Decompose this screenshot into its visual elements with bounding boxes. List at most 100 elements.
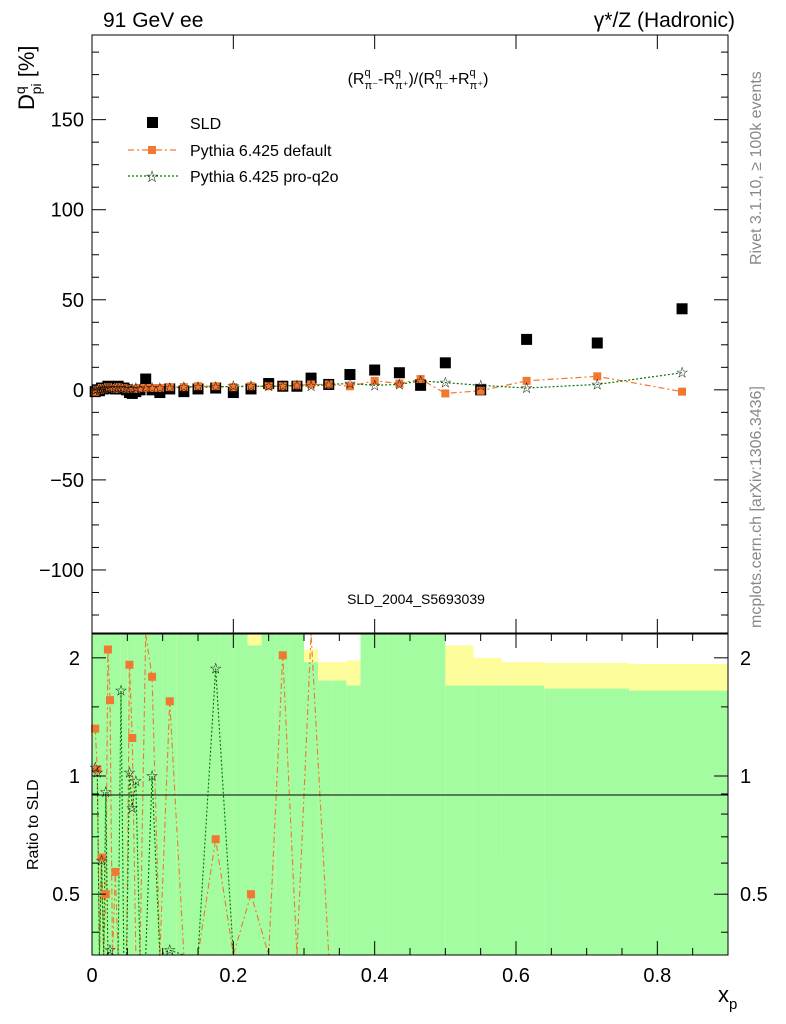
main-y-tick-label: 100 xyxy=(51,200,84,222)
header-left: 91 GeV ee xyxy=(103,9,203,32)
ratio-y-tick-label: 0.5 xyxy=(740,884,768,906)
ratio-default-point xyxy=(125,660,134,669)
proq2o-point: ☆ xyxy=(304,378,317,395)
x-tick-label: 0.2 xyxy=(219,965,247,987)
ratio-proq2o-point: ☆ xyxy=(114,683,127,700)
default-point xyxy=(292,381,301,390)
sld-point xyxy=(154,387,166,399)
ratio-proq2o-point: ☆ xyxy=(123,765,136,782)
proq2o-point: ☆ xyxy=(123,381,136,398)
proq2o-point: ☆ xyxy=(139,380,152,397)
ratio-band-inner xyxy=(501,685,545,955)
main-y-tick-label: 50 xyxy=(62,290,84,312)
legend-sld: SLD xyxy=(190,116,221,133)
watermark: SLD_2004_S5693039 xyxy=(347,591,485,607)
proq2o-point: ☆ xyxy=(675,365,688,382)
sld-point xyxy=(344,369,356,381)
proq2o-point: ☆ xyxy=(133,381,146,398)
default-point xyxy=(179,383,188,392)
default-point xyxy=(593,372,602,381)
main-y-tick-label: −50 xyxy=(50,470,84,492)
main-y-ticks: −100 −50 0 50 100 150 xyxy=(39,35,728,633)
default-point xyxy=(155,384,164,393)
main-y-tick-label: 0 xyxy=(73,380,84,402)
ratio-default-point xyxy=(211,835,220,844)
proq2o-point: ☆ xyxy=(290,377,303,394)
main-title: (Rq π⁻-Rq π⁺)/(Rq π⁻+Rq π⁺) xyxy=(348,67,489,92)
default-point xyxy=(678,387,687,396)
proq2o-point: ☆ xyxy=(276,378,289,395)
x-tick-label: 0 xyxy=(86,965,97,987)
default-point xyxy=(307,380,316,389)
proq2o-point: ☆ xyxy=(120,380,133,397)
ratio-band-inner xyxy=(629,690,728,955)
sld-point xyxy=(415,379,427,391)
proq2o-point: ☆ xyxy=(153,380,166,397)
main-y-tick-label: −100 xyxy=(39,560,84,582)
default-point xyxy=(211,382,220,391)
proq2o-point: ☆ xyxy=(106,381,119,398)
default-point xyxy=(229,383,238,392)
ratio-y-tick-label: 0.5 xyxy=(52,884,80,906)
rivet-label: Rivet 3.1.10, ≥ 100k events xyxy=(748,71,765,265)
main-marks: ☆☆☆☆☆☆☆☆☆☆☆☆☆☆☆☆☆☆☆☆☆☆ ☆ ☆ ☆ ☆ ☆ ☆ ☆ ☆ ☆ ☆ ☆ ☆ ☆ ☆ ☆ ☆ ☆ ☆… xyxy=(88,303,689,399)
header-right: γ*/Z (Hadronic) xyxy=(594,9,735,32)
ratio-band-inner xyxy=(473,685,502,955)
x-tick-label: 0.8 xyxy=(643,965,671,987)
ratio-proq2o-point: ☆ xyxy=(209,660,222,677)
sld-point xyxy=(676,303,688,315)
sld-point xyxy=(305,372,317,384)
default-point xyxy=(148,384,157,393)
proq2o-point: ☆ xyxy=(109,380,122,397)
proq2o-point: ☆ xyxy=(117,381,130,398)
proq2o-point: ☆ xyxy=(520,380,533,397)
ratio-default-point xyxy=(111,867,120,876)
default-point xyxy=(136,384,145,393)
default-point xyxy=(131,384,140,393)
sld-point xyxy=(393,367,405,379)
sld-point xyxy=(439,357,451,369)
x-axis-label: xp xyxy=(718,982,737,1013)
ratio-band-inner xyxy=(445,685,474,955)
ratio-default-point xyxy=(278,651,287,660)
legend-proq2o-marker: ☆ xyxy=(145,169,159,186)
ratio-band-inner xyxy=(332,680,347,955)
legend-default-marker xyxy=(148,146,156,154)
proq2o-point: ☆ xyxy=(111,380,124,397)
proq2o-line xyxy=(94,372,683,391)
x-tick-label: 0.6 xyxy=(502,965,530,987)
proq2o-point: ☆ xyxy=(209,379,222,396)
sld-point xyxy=(140,373,152,385)
source-label: mcplots.cern.ch [arXiv:1306.3436] xyxy=(748,386,765,628)
proq2o-point: ☆ xyxy=(129,380,142,397)
ratio-plot: ☆☆☆☆☆☆☆☆☆ ☆☆☆ 0.5 0.5 1 1 2 2 0 0.2 0.4 0.6 0.8 Ra… xyxy=(25,633,768,1013)
default-point xyxy=(141,384,150,393)
default-point xyxy=(416,375,425,384)
ratio-proq2o-point: ☆ xyxy=(91,765,104,782)
main-y-label: Dqpi [%] xyxy=(12,46,44,111)
proq2o-point: ☆ xyxy=(393,376,406,393)
default-point xyxy=(278,382,287,391)
default-point xyxy=(370,376,379,385)
ratio-proq2o-point: ☆ xyxy=(103,942,116,959)
sld-point xyxy=(227,387,239,399)
default-point xyxy=(264,382,273,391)
legend-proq2o: Pythia 6.425 pro-q2o xyxy=(190,169,339,186)
ratio-proq2o-point: ☆ xyxy=(163,942,176,959)
main-plot: ☆☆☆☆☆☆☆☆☆☆☆☆☆☆☆☆☆☆☆☆☆☆ ☆ ☆ ☆ ☆ ☆ ☆ ☆ ☆ ☆ ☆ ☆ ☆ ☆ ☆ ☆ ☆ ☆ ☆… xyxy=(12,34,729,634)
proq2o-point: ☆ xyxy=(322,376,335,393)
default-point xyxy=(324,380,333,389)
ratio-band-inner xyxy=(346,685,361,955)
default-point xyxy=(395,379,404,388)
proq2o-point: ☆ xyxy=(591,376,604,393)
proq2o-point: ☆ xyxy=(163,380,176,397)
ratio-default-point xyxy=(148,672,157,681)
legend: SLD Pythia 6.425 default ☆ Pythia 6.425 … xyxy=(128,116,339,186)
proq2o-point: ☆ xyxy=(244,378,257,395)
proq2o-point: ☆ xyxy=(439,375,452,392)
default-point xyxy=(165,383,174,392)
proq2o-point: ☆ xyxy=(474,377,487,394)
ratio-y-label: Ratio to SLD xyxy=(25,779,42,870)
ratio-y-tick-label: 2 xyxy=(740,648,751,670)
